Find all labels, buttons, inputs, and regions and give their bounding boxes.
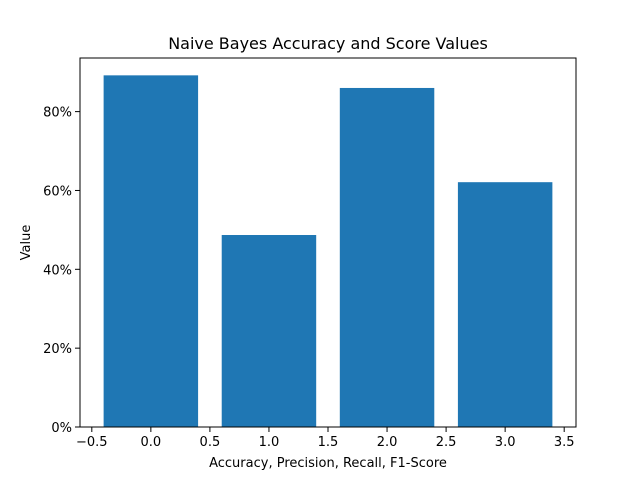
bars-group — [103, 75, 553, 427]
bar-0 — [103, 75, 199, 427]
bar-3 — [457, 182, 553, 427]
y-tick-label: 0% — [51, 421, 72, 436]
y-tick-label: 80% — [43, 106, 72, 121]
y-tick-label: 40% — [43, 263, 72, 278]
bar-2 — [339, 87, 435, 427]
x-tick-label: −0.5 — [76, 435, 108, 450]
x-axis-ticks: −0.5 0.0 0.5 1.0 1.5 2.0 2.5 3.0 3.5 — [76, 427, 575, 450]
y-axis-label: Value — [19, 225, 34, 261]
chart-title: Naive Bayes Accuracy and Score Values — [168, 34, 488, 53]
x-tick-label: 1.5 — [318, 435, 339, 450]
y-tick-label: 60% — [43, 184, 72, 199]
x-tick-label: 2.0 — [377, 435, 398, 450]
x-tick-label: 0.0 — [141, 435, 162, 450]
y-axis-ticks: 0% 20% 40% 60% 80% — [43, 106, 80, 436]
y-tick-label: 20% — [43, 342, 72, 357]
x-tick-label: 1.0 — [259, 435, 280, 450]
x-tick-label: 0.5 — [200, 435, 221, 450]
x-tick-label: 3.0 — [495, 435, 516, 450]
x-axis-label: Accuracy, Precision, Recall, F1-Score — [209, 456, 447, 471]
bar-1 — [221, 235, 317, 427]
x-tick-label: 3.5 — [554, 435, 575, 450]
x-tick-label: 2.5 — [436, 435, 457, 450]
